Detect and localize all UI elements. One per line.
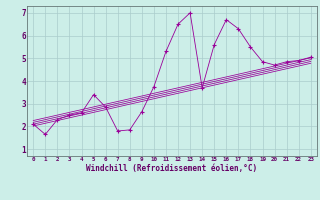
X-axis label: Windchill (Refroidissement éolien,°C): Windchill (Refroidissement éolien,°C)	[86, 164, 258, 173]
